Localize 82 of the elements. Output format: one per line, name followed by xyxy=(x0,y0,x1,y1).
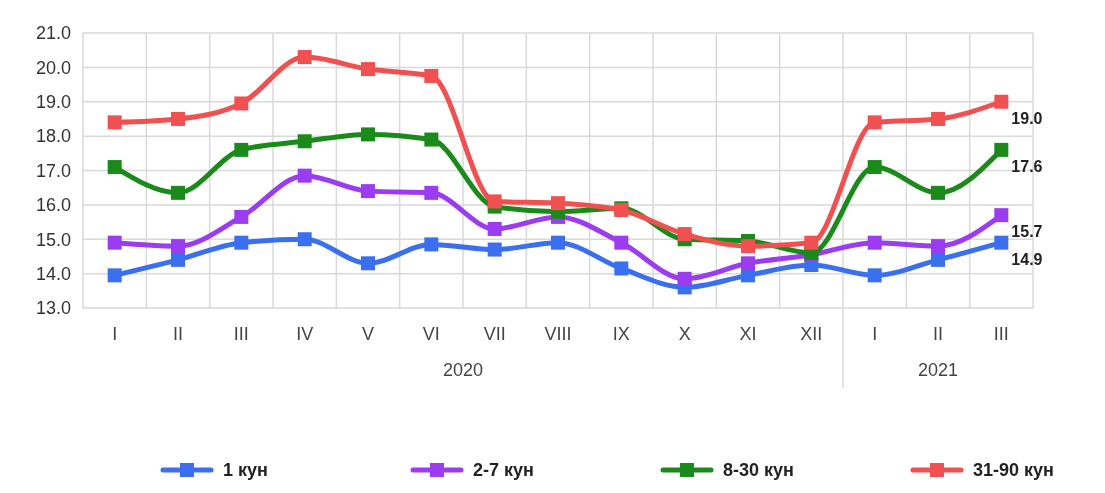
y-tick-label: 17.0 xyxy=(35,160,71,181)
point xyxy=(994,235,1009,250)
point xyxy=(234,142,249,157)
point xyxy=(994,142,1009,157)
point xyxy=(297,232,312,247)
point xyxy=(424,237,439,252)
point xyxy=(297,168,312,183)
y-tick-label: 13.0 xyxy=(35,298,71,319)
point xyxy=(994,208,1009,223)
data-label: 17.6 xyxy=(1011,157,1043,175)
y-tick-label: 19.0 xyxy=(35,92,71,113)
point xyxy=(171,185,185,200)
point xyxy=(361,256,375,271)
point xyxy=(234,235,249,250)
point xyxy=(867,268,882,283)
point xyxy=(107,268,122,283)
x-tick-label: X xyxy=(678,324,691,344)
y-tick-label: 14.0 xyxy=(35,263,71,284)
data-label: 14.9 xyxy=(1011,250,1043,268)
point xyxy=(487,242,502,257)
x-tick-label: XII xyxy=(800,324,823,344)
point xyxy=(551,235,565,250)
point xyxy=(424,68,439,83)
point xyxy=(677,271,692,286)
point xyxy=(487,221,502,236)
y-tick-label: 21.0 xyxy=(35,23,71,44)
text: 2021 xyxy=(917,360,959,380)
point xyxy=(677,227,692,242)
point xyxy=(804,235,819,250)
point xyxy=(107,115,122,130)
point xyxy=(361,184,375,199)
x-tick-label: VI xyxy=(422,324,440,344)
point xyxy=(741,256,755,271)
point xyxy=(867,235,882,250)
point xyxy=(107,160,122,175)
point xyxy=(424,132,439,147)
point xyxy=(171,239,185,254)
point xyxy=(931,252,945,267)
y-tick-label: 15.0 xyxy=(35,229,71,250)
x-tick-label: VII xyxy=(483,324,506,344)
x-tick-label: III xyxy=(233,324,249,344)
point xyxy=(424,185,439,200)
point xyxy=(234,209,249,224)
x-tick-label: II xyxy=(172,324,184,344)
point xyxy=(867,115,882,130)
x-tick-label: IV xyxy=(296,324,314,344)
point xyxy=(361,127,375,142)
point xyxy=(931,239,945,254)
x-tick-label: II xyxy=(932,324,944,344)
legend-label: 2-7 кун xyxy=(473,460,534,481)
y-tick-label: 16.0 xyxy=(35,195,71,216)
point xyxy=(931,111,945,126)
point xyxy=(994,94,1009,109)
x-tick-label: XI xyxy=(739,324,757,344)
point xyxy=(361,62,375,77)
text: 2020 xyxy=(442,360,484,380)
x-tick-label: VIII xyxy=(544,324,572,344)
point xyxy=(614,261,629,276)
x-tick-label: I xyxy=(112,324,118,344)
point xyxy=(931,185,945,200)
point xyxy=(867,160,882,175)
legend-label: 31-90 кун xyxy=(973,460,1054,481)
legend-label: 8-30 кун xyxy=(723,460,794,481)
x-tick-label: III xyxy=(993,324,1009,344)
legend-label: 1 кун xyxy=(223,460,268,481)
point xyxy=(741,239,755,254)
point xyxy=(171,252,185,267)
point xyxy=(614,235,629,250)
point xyxy=(297,50,312,65)
x-tick-label: V xyxy=(361,324,375,344)
y-tick-label: 18.0 xyxy=(35,126,71,147)
point xyxy=(297,134,312,149)
point xyxy=(171,111,185,126)
data-label: 15.7 xyxy=(1011,223,1043,241)
data-label: 19.0 xyxy=(1011,109,1043,127)
point xyxy=(234,96,249,111)
point xyxy=(487,194,502,209)
point xyxy=(551,196,565,211)
point xyxy=(107,235,122,250)
y-tick-label: 20.0 xyxy=(35,57,71,78)
x-tick-label: IX xyxy=(612,324,630,344)
x-tick-label: I xyxy=(872,324,878,344)
